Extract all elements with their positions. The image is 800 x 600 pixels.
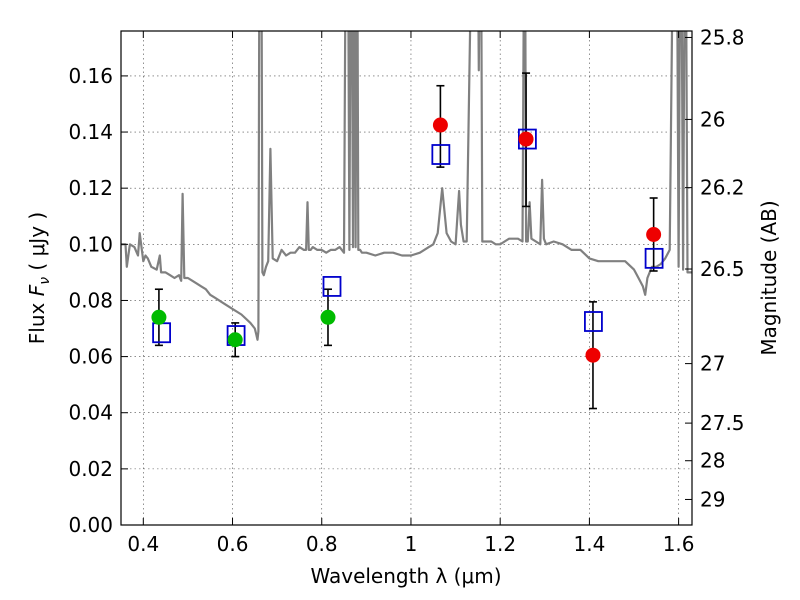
model-photometry-box (584, 311, 603, 332)
model-photometry-box (431, 144, 451, 165)
y-tick-label: 0.14 (68, 120, 113, 144)
y2-tick-label: 28 (700, 449, 725, 473)
y2-tick-label: 26.2 (700, 176, 745, 200)
y-axis-label-prefix: Flux (25, 296, 49, 344)
y-tick-label: 0.06 (68, 345, 113, 369)
observed-point-green (227, 332, 243, 348)
observed-point-red (432, 117, 448, 133)
y-axis-label-unit: ( μJy ) (25, 212, 49, 277)
y-axis-label-symbol: F (25, 284, 49, 296)
y-axis-label-subscript: ν (37, 277, 53, 285)
x-tick-label: 1 (405, 532, 418, 556)
x-axis-label: Wavelength λ (μm) (310, 564, 501, 588)
y2-tick-label: 25.8 (700, 25, 745, 49)
observed-point-green (151, 309, 167, 325)
y-tick-label: 0.00 (68, 513, 113, 537)
observed-point-red (585, 347, 601, 363)
y-tick-label: 0.08 (68, 288, 113, 312)
model-spectrum-layer (121, 31, 692, 341)
y2-tick-label: 27.5 (700, 411, 745, 435)
model-photometry-box (322, 276, 342, 297)
observed-point-red (646, 226, 662, 242)
y-tick-label: 0.16 (68, 64, 113, 88)
x-tick-label: 0.8 (306, 532, 338, 556)
plot-background (121, 31, 692, 525)
y-tick-label: 0.12 (68, 176, 113, 200)
marks-layer (151, 72, 664, 410)
y-tick-label: 0.02 (68, 457, 113, 481)
x-tick-label: 1.4 (573, 532, 605, 556)
y2-tick-label: 29 (700, 487, 725, 511)
y2-axis-label: Magnitude (AB) (757, 200, 781, 355)
plot-frame (120, 30, 693, 526)
model-spectrum-line (121, 31, 692, 341)
axis-ticks: 0.4 0.6 0.8 1 1.2 1.4 1.6 0.00 0.02 0.04 0.06 0.08 0… (68, 25, 744, 556)
y2-tick-label: 26.5 (700, 257, 745, 281)
x-tick-label: 1.2 (484, 532, 516, 556)
y-axis-label: Flux Fν ( μJy ) (25, 212, 53, 344)
y-tick-label: 0.10 (68, 232, 113, 256)
y-tick-label: 0.04 (68, 401, 113, 425)
y2-tick-label: 27 (700, 352, 725, 376)
x-tick-label: 1.6 (663, 532, 695, 556)
observed-point-red (518, 131, 534, 147)
y2-tick-label: 26 (700, 107, 725, 131)
x-tick-label: 0.6 (217, 532, 249, 556)
x-tick-label: 0.4 (127, 532, 159, 556)
model-photometry-box (644, 247, 664, 269)
observed-point-green (320, 309, 336, 325)
